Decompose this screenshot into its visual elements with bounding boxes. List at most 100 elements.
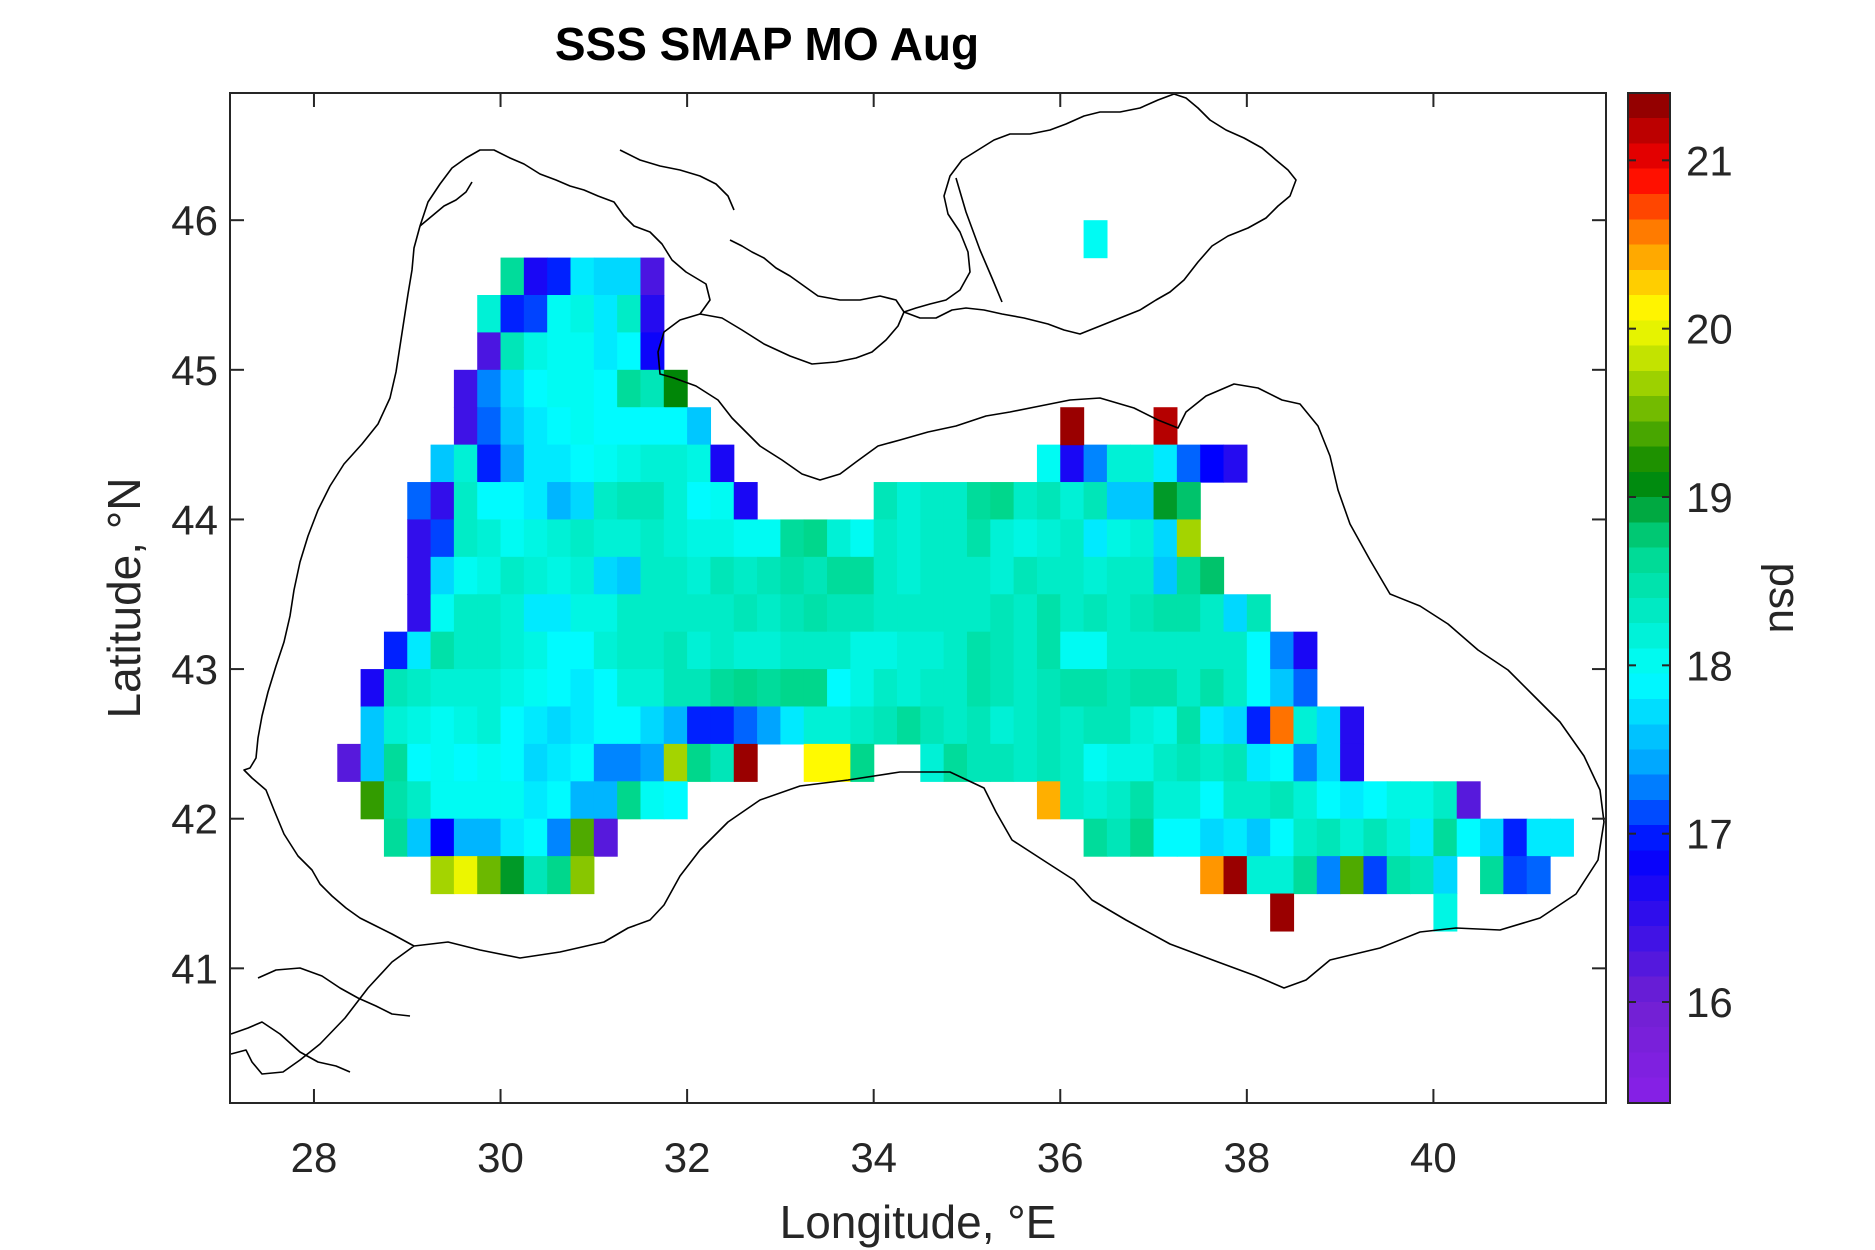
salinity-cell — [523, 407, 548, 446]
salinity-cell — [430, 818, 455, 857]
salinity-cell — [757, 594, 781, 633]
y-tick-label: 45 — [171, 347, 218, 394]
salinity-cell — [1223, 818, 1248, 857]
salinity-cell — [850, 669, 875, 708]
salinity-cell — [407, 482, 432, 521]
salinity-cell — [477, 295, 502, 334]
salinity-cell — [1083, 781, 1108, 820]
salinity-cell — [1200, 818, 1225, 857]
salinity-cell — [1316, 856, 1341, 895]
salinity-cell — [477, 706, 502, 745]
salinity-cell — [453, 482, 478, 521]
salinity-cell — [477, 444, 502, 483]
salinity-cell — [966, 594, 991, 633]
salinity-cell — [593, 706, 618, 745]
salinity-cell — [570, 332, 595, 371]
salinity-cell — [593, 519, 618, 558]
salinity-cell — [1363, 818, 1388, 857]
salinity-cell — [1060, 407, 1085, 446]
salinity-cell — [1316, 818, 1341, 857]
salinity-cell — [943, 669, 968, 708]
salinity-cell — [873, 669, 898, 708]
salinity-cell — [1013, 706, 1038, 745]
salinity-cell — [1293, 781, 1318, 820]
salinity-cell — [477, 781, 502, 820]
salinity-cell — [1083, 631, 1108, 670]
salinity-cell — [780, 594, 805, 633]
salinity-cell — [1036, 631, 1061, 670]
salinity-cell — [407, 818, 432, 857]
salinity-cell — [1013, 631, 1038, 670]
salinity-cell — [523, 444, 548, 483]
salinity-cell — [617, 407, 642, 446]
x-tick-label: 40 — [1410, 1134, 1457, 1181]
salinity-cell — [593, 743, 618, 782]
salinity-cell — [1060, 556, 1085, 595]
salinity-cell — [1130, 519, 1155, 558]
salinity-cell — [523, 856, 548, 895]
y-tick-label: 42 — [171, 796, 218, 843]
salinity-cell — [897, 631, 921, 670]
salinity-cell — [617, 519, 642, 558]
salinity-cell — [1083, 706, 1108, 745]
azov-coastline — [903, 93, 1297, 335]
salinity-cell — [1293, 856, 1318, 895]
salinity-cell — [337, 743, 362, 782]
salinity-cell — [1013, 594, 1038, 633]
salinity-cell — [570, 856, 595, 895]
salinity-cell — [1340, 743, 1365, 782]
salinity-cell — [1083, 444, 1108, 483]
salinity-cell — [1433, 781, 1458, 820]
salinity-cell — [640, 257, 665, 296]
salinity-cell — [803, 706, 828, 745]
salinity-cell — [360, 743, 385, 782]
salinity-cell — [710, 631, 735, 670]
salinity-cell — [360, 669, 385, 708]
salinity-cell — [897, 669, 921, 708]
salinity-cell — [757, 669, 781, 708]
salinity-cell — [663, 781, 688, 820]
salinity-cell — [1340, 856, 1365, 895]
salinity-cell — [430, 631, 455, 670]
salinity-cell — [1176, 669, 1201, 708]
salinity-cell — [990, 706, 1015, 745]
x-axis-label: Longitude, °E — [780, 1196, 1057, 1248]
salinity-cell — [1246, 669, 1271, 708]
salinity-cell — [990, 743, 1015, 782]
salinity-cell — [570, 407, 595, 446]
salinity-cell — [920, 706, 945, 745]
salinity-cell — [407, 669, 432, 708]
salinity-cell — [547, 444, 572, 483]
salinity-cell — [477, 556, 502, 595]
y-tick-label: 44 — [171, 496, 218, 543]
salinity-cell — [803, 669, 828, 708]
salinity-cell — [1293, 818, 1318, 857]
map-axes-box — [229, 92, 1607, 1104]
x-axis-ticks: 28 30 32 34 36 38 40 — [291, 93, 1457, 1181]
salinity-cell — [943, 519, 968, 558]
salinity-cell — [710, 444, 735, 483]
salinity-cell — [500, 332, 525, 371]
salinity-cell — [1060, 669, 1085, 708]
salinity-cell — [523, 556, 548, 595]
salinity-cell — [430, 706, 455, 745]
salinity-cell — [920, 669, 945, 708]
salinity-cell — [570, 631, 595, 670]
salinity-cell — [1223, 631, 1248, 670]
salinity-cell — [453, 781, 478, 820]
salinity-cell — [453, 743, 478, 782]
salinity-cell — [897, 556, 921, 595]
salinity-cell — [850, 706, 875, 745]
salinity-cell — [1223, 743, 1248, 782]
salinity-cell — [547, 818, 572, 857]
salinity-cell — [1153, 482, 1178, 521]
salinity-cell — [1176, 706, 1201, 745]
salinity-cell — [663, 669, 688, 708]
salinity-cell — [617, 781, 642, 820]
salinity-cell — [733, 519, 758, 558]
salinity-cell — [453, 556, 478, 595]
salinity-cell — [1270, 781, 1295, 820]
salinity-cell — [570, 444, 595, 483]
salinity-cell — [943, 743, 968, 782]
